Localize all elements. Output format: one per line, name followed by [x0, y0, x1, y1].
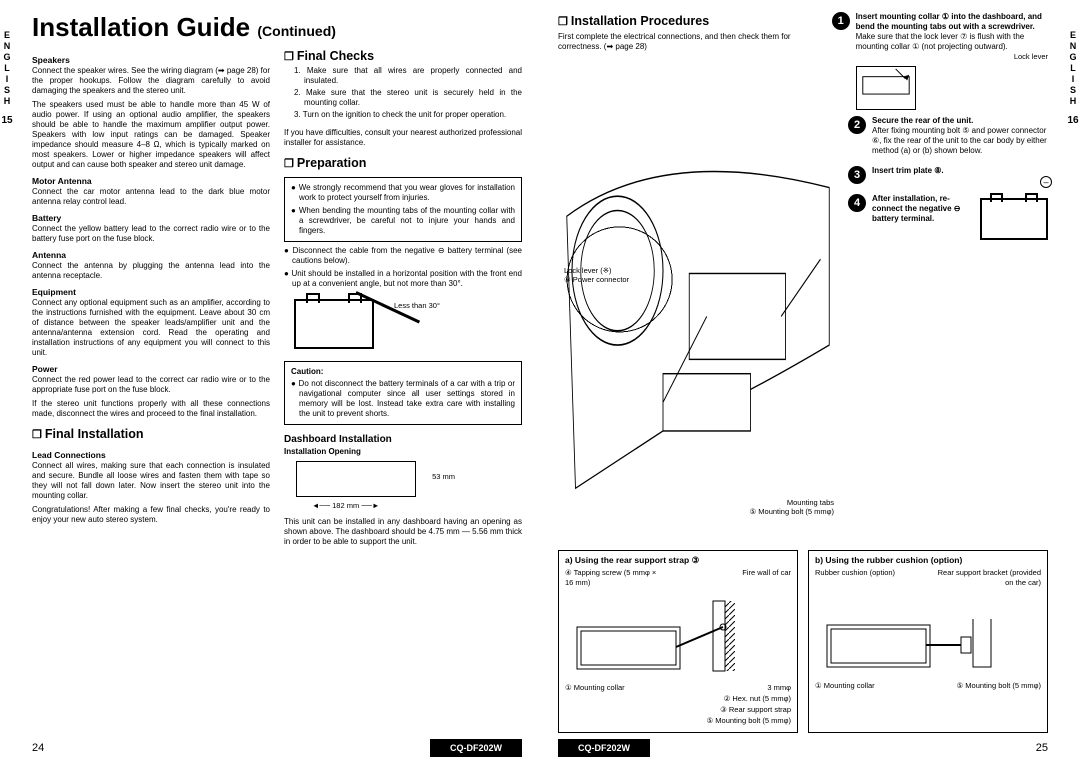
- opening-rect: 53 mm: [296, 461, 416, 497]
- page-num-right: 25: [1036, 742, 1048, 754]
- page-spread: Installation Guide (Continued) Speakers …: [14, 0, 1066, 763]
- step-4-badge: 4: [848, 194, 866, 212]
- a-tap: ④ Tapping screw (5 mmφ × 16 mm): [565, 568, 660, 588]
- step-2-p: After fixing mounting bolt ⑤ and power c…: [872, 126, 1048, 156]
- h-procedures: Installation Procedures: [558, 14, 818, 28]
- dashboard-diagram: Lock lever (※) ⑥ Power connector Mountin…: [558, 116, 838, 546]
- step-1-note: Make sure that the lock lever ⑦ is flush…: [856, 32, 1048, 52]
- side-page-right: 16: [1066, 115, 1080, 126]
- chk-1: 1. Make sure that all wires are properly…: [294, 66, 522, 86]
- a-hex: ② Hex. nut (5 mmφ): [681, 694, 791, 704]
- prep-after-1: ● Disconnect the cable from the negative…: [284, 246, 522, 266]
- method-a-diagram: [565, 591, 791, 681]
- step-4: 4 After installation, re-connect the neg…: [848, 194, 1048, 240]
- dim-v: 53 mm: [432, 472, 455, 482]
- model-tag-right: CQ-DF202W: [558, 739, 650, 757]
- angle-label: Less than 30°: [394, 301, 440, 311]
- h-lead: Lead Connections: [32, 450, 270, 460]
- step-2: 2 Secure the rear of the unit. After fix…: [848, 116, 1048, 156]
- neg-terminal-icon: –: [1040, 176, 1052, 188]
- h-power: Power: [32, 364, 270, 374]
- lang-strip-right: ENGLISH 16: [1066, 0, 1080, 763]
- a-firewall: Fire wall of car: [664, 568, 791, 589]
- p-batt: Connect the yellow battery lead to the c…: [32, 224, 270, 244]
- footer-right: CQ-DF202W 25: [558, 733, 1048, 757]
- h-speakers: Speakers: [32, 55, 270, 65]
- p-antenna: Connect the antenna by plugging the ante…: [32, 261, 270, 281]
- step-1: 1 Insert mounting collar ① into the dash…: [832, 12, 1048, 110]
- a-3mm: 3 mmφ: [681, 683, 791, 693]
- step-3-badge: 3: [848, 166, 866, 184]
- battery-angle-diagram: Less than 30°: [284, 293, 522, 357]
- lock-lever-label: Lock lever: [856, 52, 1048, 62]
- chk-3: 3. Turn on the ignition to check the uni…: [294, 110, 522, 120]
- b-cushion: Rubber cushion (option): [815, 568, 927, 587]
- caution-box: Caution: ● Do not disconnect the battery…: [284, 361, 522, 425]
- title-cont: (Continued): [257, 23, 336, 39]
- h-motor: Motor Antenna: [32, 176, 270, 186]
- b-bracket: Rear support bracket (provided on the ca…: [931, 568, 1041, 587]
- lbl-locklever: Lock lever (※) ⑥ Power connector: [564, 266, 629, 284]
- proc-intro: First complete the electrical connection…: [558, 32, 818, 52]
- p-motor: Connect the car motor antenna lead to th…: [32, 187, 270, 207]
- h-equip: Equipment: [32, 287, 270, 297]
- h-preparation: Preparation: [284, 158, 522, 169]
- p-speakers-1: Connect the speaker wires. See the wirin…: [32, 66, 270, 96]
- p-speakers-2: The speakers used must be able to handle…: [32, 100, 270, 170]
- step-2-badge: 2: [848, 116, 866, 134]
- p-power-2: If the stereo unit functions properly wi…: [32, 399, 270, 419]
- chk-2: 2. Make sure that the stereo unit is sec…: [294, 88, 522, 108]
- step-2-h: Secure the rear of the unit.: [872, 116, 973, 125]
- h-antenna: Antenna: [32, 250, 270, 260]
- page-num-left: 24: [32, 742, 44, 754]
- col-2: Final Checks 1. Make sure that all wires…: [284, 49, 522, 733]
- prep-b2: ● When bending the mounting tabs of the …: [291, 206, 515, 236]
- step-3: 3 Insert trim plate ⑧.: [848, 166, 1048, 184]
- method-a: a) Using the rear support strap ③ ④ Tapp…: [558, 550, 798, 734]
- page-right: Installation Procedures First complete t…: [540, 0, 1066, 763]
- battery-icon-small: [980, 198, 1048, 240]
- lbl-tabs: Mounting tabs ⑤ Mounting bolt (5 mmφ): [749, 498, 834, 516]
- h-final-install: Final Installation: [32, 429, 270, 440]
- page-title: Installation Guide (Continued): [32, 12, 522, 43]
- page-left: Installation Guide (Continued) Speakers …: [14, 0, 540, 763]
- lock-lever-diagram: [856, 66, 916, 110]
- b-collar: ① Mounting collar: [815, 681, 937, 691]
- step-1-text: Insert mounting collar ① into the dashbo…: [856, 12, 1042, 31]
- method-row: a) Using the rear support strap ③ ④ Tapp…: [558, 550, 1048, 734]
- method-a-h: a) Using the rear support strap ③: [565, 556, 791, 566]
- dash-p: This unit can be installed in any dashbo…: [284, 517, 522, 547]
- h-final-checks: Final Checks: [284, 51, 522, 62]
- a-strap: ③ Rear support strap: [681, 705, 791, 715]
- p-lead-1: Connect all wires, making sure that each…: [32, 461, 270, 501]
- side-page-left: 15: [0, 115, 14, 126]
- p-lead-2: Congratulations! After making a few fina…: [32, 505, 270, 525]
- method-b-diagram: [815, 589, 1041, 679]
- h-opening: Installation Opening: [284, 447, 522, 457]
- h-batt: Battery: [32, 213, 270, 223]
- dim-h: ◄── 182 mm ──►: [312, 501, 522, 511]
- model-tag-left: CQ-DF202W: [430, 739, 522, 757]
- col-1: Speakers Connect the speaker wires. See …: [32, 49, 270, 733]
- step-4-text: After installation, re-connect the negat…: [872, 194, 961, 223]
- prep-b1: ● We strongly recommend that you wear gl…: [291, 183, 515, 203]
- b-bolt: ⑤ Mounting bolt (5 mmφ): [941, 681, 1041, 691]
- chk-note: If you have difficulties, consult your n…: [284, 128, 522, 148]
- caution-h: Caution:: [291, 367, 515, 377]
- h-dashboard: Dashboard Installation: [284, 435, 522, 445]
- step-3-text: Insert trim plate ⑧.: [872, 166, 944, 175]
- prep-after-2: ● Unit should be installed in a horizont…: [284, 269, 522, 289]
- p-equip: Connect any optional equipment such as a…: [32, 298, 270, 358]
- lang-strip-left: ENGLISH 15: [0, 0, 14, 763]
- p-power-1: Connect the red power lead to the correc…: [32, 375, 270, 395]
- title-main: Installation Guide: [32, 12, 250, 42]
- a-collar: ① Mounting collar: [565, 683, 677, 693]
- caution-p: ● Do not disconnect the battery terminal…: [291, 379, 515, 419]
- prep-box: ● We strongly recommend that you wear gl…: [284, 177, 522, 242]
- a-bolt: ⑤ Mounting bolt (5 mmφ): [681, 716, 791, 726]
- step-1-badge: 1: [832, 12, 850, 30]
- method-b: b) Using the rubber cushion (option) Rub…: [808, 550, 1048, 734]
- footer-left: 24 CQ-DF202W: [32, 733, 522, 757]
- method-b-h: b) Using the rubber cushion (option): [815, 556, 1041, 566]
